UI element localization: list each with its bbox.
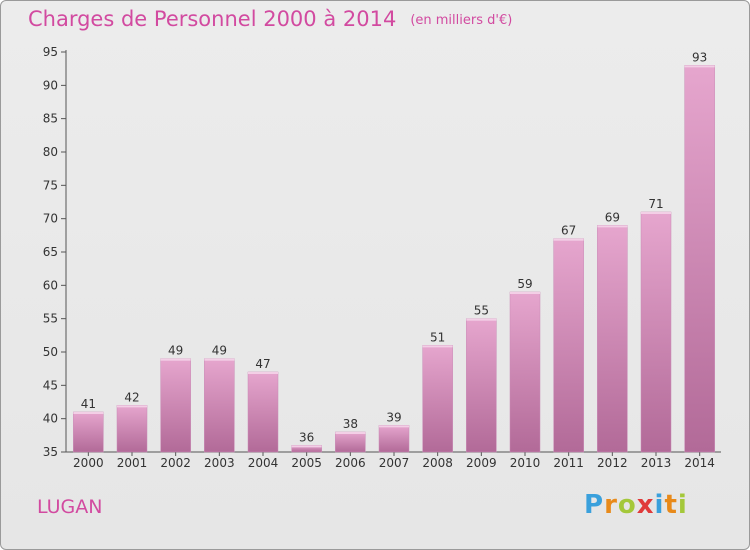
value-label-2008: 51	[430, 330, 445, 344]
bar-2001	[116, 405, 148, 453]
y-tick-label: 85	[43, 112, 58, 126]
y-tick-label: 90	[43, 78, 58, 92]
bar-highlight	[597, 225, 628, 228]
bar-2006	[335, 431, 366, 453]
value-label-2011: 67	[561, 224, 576, 238]
value-label-2002: 49	[168, 344, 183, 358]
x-tick-label-2008: 2008	[422, 456, 453, 470]
bar-2007	[378, 425, 410, 453]
bar-highlight	[553, 238, 584, 241]
chart-title: Charges de Personnel 2000 à 2014 (en mill…	[28, 7, 512, 31]
proxiti-logo: Proxiti	[584, 490, 688, 520]
bar-2009	[466, 318, 497, 453]
y-tick-label: 75	[43, 178, 58, 192]
value-label-2012: 69	[605, 210, 620, 224]
bar-highlight	[510, 292, 540, 294]
x-tick-label-2000: 2000	[73, 456, 104, 470]
x-tick-label-2001: 2001	[117, 456, 148, 470]
value-label-2005: 36	[299, 430, 314, 444]
bar-highlight	[422, 345, 453, 348]
y-tick-label: 55	[43, 312, 58, 326]
value-label-2010: 59	[517, 277, 532, 291]
bar-highlight	[379, 425, 409, 428]
value-label-2003: 49	[212, 344, 227, 358]
x-tick-label-2007: 2007	[379, 456, 410, 470]
value-label-2014: 93	[692, 50, 707, 64]
bar-highlight	[684, 65, 715, 68]
bar-highlight	[335, 432, 366, 434]
logo-letter: t	[664, 490, 678, 520]
logo-letter: r	[604, 490, 618, 520]
value-label-2006: 38	[343, 417, 358, 431]
bar-2014	[684, 65, 715, 453]
x-tick-label-2003: 2003	[204, 456, 235, 470]
x-tick-label-2012: 2012	[597, 456, 628, 470]
value-label-2009: 55	[474, 304, 489, 318]
bar-highlight	[248, 372, 278, 374]
logo-letter: o	[617, 490, 637, 520]
bar-2003	[204, 358, 235, 453]
x-tick-label-2010: 2010	[510, 456, 541, 470]
y-tick-label: 40	[43, 412, 58, 426]
y-tick-label: 80	[43, 145, 58, 159]
logo-letter: i	[654, 490, 665, 520]
y-tick-label: 95	[43, 45, 58, 59]
place-name: LUGAN	[37, 496, 103, 518]
bar-highlight	[73, 412, 104, 414]
logo-letter: i	[677, 490, 688, 520]
bar-highlight	[641, 212, 671, 214]
bar-highlight	[291, 445, 322, 448]
x-tick-label-2013: 2013	[641, 456, 672, 470]
bar-highlight	[117, 405, 147, 408]
x-tick-label-2005: 2005	[291, 456, 322, 470]
logo-letter: P	[584, 490, 605, 520]
title-text: Charges de Personnel 2000 à 2014	[28, 7, 397, 31]
y-tick-label: 45	[43, 378, 58, 392]
value-label-2004: 47	[255, 357, 270, 371]
bar-2011	[553, 238, 584, 453]
x-tick-label-2004: 2004	[248, 456, 279, 470]
x-tick-label-2011: 2011	[553, 456, 584, 470]
value-label-2007: 39	[386, 410, 401, 424]
bar-highlight	[204, 358, 235, 361]
bar-2002	[160, 358, 191, 453]
y-tick-label: 65	[43, 245, 58, 259]
y-tick-label: 60	[43, 278, 58, 292]
x-tick-label-2009: 2009	[466, 456, 497, 470]
unit-label: (en milliers d'€)	[410, 13, 513, 28]
bar-highlight	[160, 358, 191, 361]
bar-2000	[73, 411, 104, 453]
y-tick-label: 70	[43, 212, 58, 226]
y-tick-label: 50	[43, 345, 58, 359]
bar-2008	[422, 345, 453, 453]
bar-2012	[597, 225, 628, 453]
value-label-2013: 71	[648, 197, 663, 211]
bar-2004	[247, 371, 279, 453]
bar-2010	[509, 291, 541, 453]
x-tick-label-2006: 2006	[335, 456, 366, 470]
value-label-2000: 41	[81, 397, 96, 411]
x-tick-label-2002: 2002	[160, 456, 191, 470]
bar-highlight	[466, 318, 497, 321]
bar-2013	[640, 211, 672, 453]
y-tick-label: 35	[43, 445, 58, 459]
x-tick-label-2014: 2014	[684, 456, 715, 470]
logo-letter: x	[636, 490, 655, 520]
value-label-2001: 42	[124, 390, 139, 404]
